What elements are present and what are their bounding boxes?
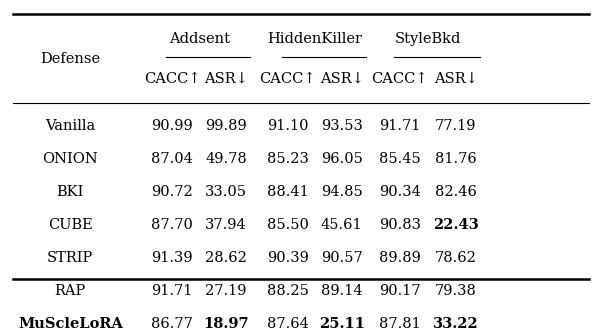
Text: 85.45: 85.45 xyxy=(379,152,421,166)
Text: 91.71: 91.71 xyxy=(379,119,421,133)
Text: 45.61: 45.61 xyxy=(321,218,362,232)
Text: 88.41: 88.41 xyxy=(267,185,309,199)
Text: ASR↓: ASR↓ xyxy=(433,72,477,86)
Text: BKI: BKI xyxy=(57,185,84,199)
Text: CACC↑: CACC↑ xyxy=(259,72,316,86)
Text: 90.17: 90.17 xyxy=(379,284,421,298)
Text: 37.94: 37.94 xyxy=(205,218,247,232)
Text: 27.19: 27.19 xyxy=(205,284,247,298)
Text: 89.89: 89.89 xyxy=(379,251,421,265)
Text: 79.38: 79.38 xyxy=(435,284,477,298)
Text: ASR↓: ASR↓ xyxy=(320,72,364,86)
Text: HiddenKiller: HiddenKiller xyxy=(267,32,362,46)
Text: CUBE: CUBE xyxy=(48,218,93,232)
Text: 87.81: 87.81 xyxy=(379,317,421,328)
Text: 91.10: 91.10 xyxy=(267,119,309,133)
Text: 90.57: 90.57 xyxy=(321,251,362,265)
Text: 90.34: 90.34 xyxy=(379,185,421,199)
Text: 93.53: 93.53 xyxy=(321,119,362,133)
Text: 33.05: 33.05 xyxy=(205,185,247,199)
Text: 25.11: 25.11 xyxy=(318,317,365,328)
Text: 91.39: 91.39 xyxy=(151,251,193,265)
Text: CACC↑: CACC↑ xyxy=(144,72,200,86)
Text: 81.76: 81.76 xyxy=(435,152,476,166)
Text: 90.72: 90.72 xyxy=(151,185,193,199)
Text: ASR↓: ASR↓ xyxy=(204,72,248,86)
Text: StyleBkd: StyleBkd xyxy=(394,32,461,46)
Text: 94.85: 94.85 xyxy=(321,185,362,199)
Text: Vanilla: Vanilla xyxy=(45,119,96,133)
Text: 86.77: 86.77 xyxy=(151,317,193,328)
Text: 87.64: 87.64 xyxy=(267,317,309,328)
Text: 90.83: 90.83 xyxy=(379,218,421,232)
Text: 85.50: 85.50 xyxy=(267,218,309,232)
Text: 78.62: 78.62 xyxy=(435,251,477,265)
Text: CACC↑: CACC↑ xyxy=(371,72,428,86)
Text: 85.23: 85.23 xyxy=(267,152,309,166)
Text: Addsent: Addsent xyxy=(169,32,229,46)
Text: 18.97: 18.97 xyxy=(203,317,249,328)
Text: 91.71: 91.71 xyxy=(152,284,193,298)
Text: ONION: ONION xyxy=(42,152,98,166)
Text: 28.62: 28.62 xyxy=(205,251,247,265)
Text: 87.04: 87.04 xyxy=(151,152,193,166)
Text: 49.78: 49.78 xyxy=(205,152,247,166)
Text: RAP: RAP xyxy=(55,284,86,298)
Text: 99.89: 99.89 xyxy=(205,119,247,133)
Text: 90.39: 90.39 xyxy=(267,251,309,265)
Text: 96.05: 96.05 xyxy=(321,152,362,166)
Text: 33.22: 33.22 xyxy=(433,317,479,328)
Text: Defense: Defense xyxy=(40,52,101,66)
Text: 89.14: 89.14 xyxy=(321,284,362,298)
Text: STRIP: STRIP xyxy=(47,251,93,265)
Text: 77.19: 77.19 xyxy=(435,119,476,133)
Text: 82.46: 82.46 xyxy=(435,185,477,199)
Text: 88.25: 88.25 xyxy=(267,284,309,298)
Text: 22.43: 22.43 xyxy=(433,218,479,232)
Text: 90.99: 90.99 xyxy=(151,119,193,133)
Text: MuScleLoRA: MuScleLoRA xyxy=(18,317,123,328)
Text: 87.70: 87.70 xyxy=(151,218,193,232)
